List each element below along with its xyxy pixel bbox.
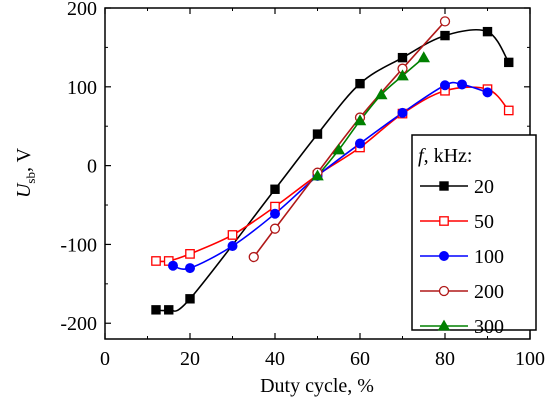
x-tick-label: 40 bbox=[265, 348, 285, 370]
legend-marker-200 bbox=[438, 285, 450, 297]
data-point-200 bbox=[248, 251, 259, 263]
y-tick-label: 100 bbox=[67, 77, 97, 99]
data-point-20 bbox=[164, 305, 174, 315]
x-tick-label: 100 bbox=[515, 348, 545, 370]
data-point-100 bbox=[270, 208, 280, 219]
data-point-100 bbox=[397, 107, 408, 118]
legend-label-200: 200 bbox=[474, 281, 504, 303]
legend-marker-300 bbox=[437, 319, 451, 331]
data-point-100 bbox=[482, 87, 493, 98]
data-point-300 bbox=[332, 143, 346, 155]
data-point-100 bbox=[440, 80, 450, 91]
data-point-50 bbox=[151, 256, 161, 266]
series-line-100 bbox=[172, 81, 488, 270]
data-point-20 bbox=[185, 294, 195, 304]
data-point-300 bbox=[374, 88, 388, 100]
x-tick-label: 20 bbox=[180, 348, 200, 370]
data-point-20 bbox=[397, 52, 408, 63]
legend: f, kHz: 20 50 100 200 300 bbox=[411, 134, 537, 338]
legend-box bbox=[411, 134, 537, 331]
legend-label-50: 50 bbox=[474, 211, 494, 233]
data-point-20 bbox=[151, 305, 161, 315]
data-point-100 bbox=[185, 263, 195, 274]
data-point-20 bbox=[312, 129, 323, 139]
data-point-20 bbox=[482, 26, 493, 37]
data-point-100 bbox=[227, 241, 238, 252]
y-axis-label-sub: sb bbox=[23, 172, 38, 184]
series-markers bbox=[151, 16, 514, 315]
data-point-20 bbox=[355, 78, 365, 89]
x-axis-label: Duty cycle, % bbox=[260, 375, 374, 397]
x-tick-label: 60 bbox=[350, 348, 370, 370]
legend-title: f, kHz: bbox=[418, 145, 472, 167]
axis-ticks: 0 20 40 60 80 100 -200 -100 0 100 200 bbox=[60, 0, 545, 370]
legend-marker-100 bbox=[439, 251, 449, 261]
data-point-20 bbox=[270, 184, 280, 194]
data-point-300 bbox=[311, 169, 324, 181]
data-point-100 bbox=[355, 138, 365, 149]
y-axis-label-unit: , V bbox=[13, 147, 35, 172]
legend-label-20: 20 bbox=[474, 176, 494, 198]
legend-label-300: 300 bbox=[474, 316, 504, 338]
data-point-200 bbox=[439, 16, 451, 27]
legend-marker-20 bbox=[439, 181, 449, 191]
data-point-100 bbox=[168, 260, 178, 271]
data-point-300 bbox=[417, 51, 431, 63]
x-tick-label: 80 bbox=[435, 348, 455, 370]
legend-marker-50 bbox=[439, 216, 449, 226]
x-tick-label: 0 bbox=[100, 348, 110, 370]
data-point-300 bbox=[353, 114, 367, 126]
legend-title-var: f bbox=[418, 145, 426, 167]
data-point-50 bbox=[503, 105, 514, 116]
y-tick-label: -100 bbox=[60, 234, 97, 256]
data-point-20 bbox=[440, 30, 450, 41]
y-axis-label: Usb, V bbox=[13, 147, 38, 198]
y-tick-label: 0 bbox=[87, 156, 97, 178]
series-line-20 bbox=[155, 28, 510, 312]
y-tick-label: 200 bbox=[67, 0, 97, 20]
data-point-50 bbox=[227, 230, 238, 240]
data-point-20 bbox=[504, 57, 514, 68]
legend-label-100: 100 bbox=[474, 246, 504, 268]
data-point-300 bbox=[396, 69, 409, 81]
y-axis-label-main: U bbox=[13, 182, 35, 198]
data-point-100 bbox=[457, 79, 467, 90]
y-tick-label: -200 bbox=[60, 313, 97, 335]
legend-title-unit: , kHz: bbox=[424, 145, 473, 167]
data-point-50 bbox=[185, 249, 195, 259]
data-point-200 bbox=[269, 223, 281, 234]
